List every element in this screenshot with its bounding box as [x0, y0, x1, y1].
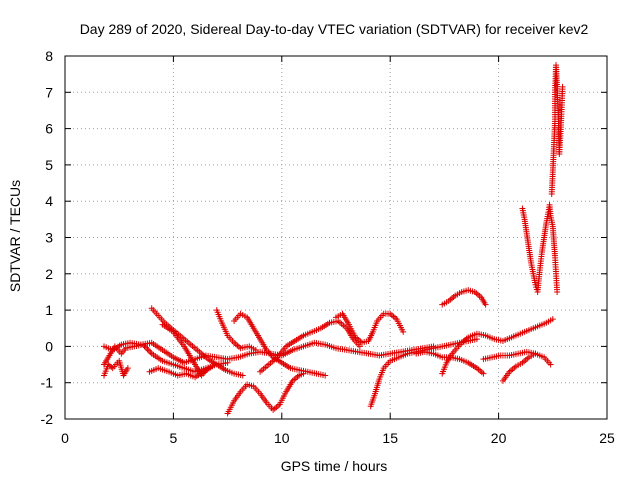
data-point-pass-o: [480, 370, 487, 377]
data-point-pass-f: [209, 363, 216, 370]
data-point-pass-d: [239, 372, 246, 379]
y-tick-label: 5: [45, 157, 53, 173]
y-tick-label: -1: [41, 375, 54, 391]
y-tick-label: 6: [45, 121, 53, 137]
y-tick-label: 4: [45, 193, 53, 209]
y-axis-label: SDTVAR / TECUs: [7, 180, 23, 292]
grid-lines: [65, 56, 607, 419]
data-point-pass-r: [554, 288, 561, 295]
y-axis: -2 -1 0 1 2 3 4 5 6 7 8: [41, 48, 607, 427]
data-point-pass-p: [547, 361, 554, 368]
data-point-pass-j: [356, 343, 363, 350]
data-point-pass-h: [322, 372, 329, 379]
data-point-pass-s: [559, 83, 566, 90]
x-axis-label: GPS time / hours: [281, 458, 388, 474]
data-point-pass-k: [400, 328, 407, 335]
data-points: [101, 62, 566, 417]
data-point-pass-m: [482, 301, 489, 308]
y-tick-label: 8: [45, 48, 53, 64]
x-tick-label: 10: [274, 430, 290, 446]
y-tick-label: 1: [45, 302, 53, 318]
data-point-pass-i: [300, 370, 307, 377]
x-tick-label: 5: [170, 430, 178, 446]
data-point-pass-l: [473, 336, 480, 343]
y-tick-label: 2: [45, 266, 53, 282]
data-point-pass-c: [124, 365, 131, 372]
x-tick-label: 25: [599, 430, 615, 446]
data-point-pass-n: [549, 316, 556, 323]
data-point-pass-q: [532, 350, 539, 357]
data-point-pass-c: [108, 363, 115, 370]
chart-title: Day 289 of 2020, Sidereal Day-to-day VTE…: [80, 21, 589, 37]
x-tick-label: 20: [491, 430, 507, 446]
data-point-pass-b: [224, 359, 231, 366]
x-axis: 0 5 10 15 20 25: [61, 56, 615, 446]
data-point-pass-g: [252, 347, 259, 354]
y-tick-label: 3: [45, 230, 53, 246]
y-tick-label: -2: [41, 411, 54, 427]
x-tick-label: 0: [61, 430, 69, 446]
x-tick-label: 15: [382, 430, 398, 446]
y-tick-label: 0: [45, 338, 53, 354]
y-tick-label: 7: [45, 84, 53, 100]
